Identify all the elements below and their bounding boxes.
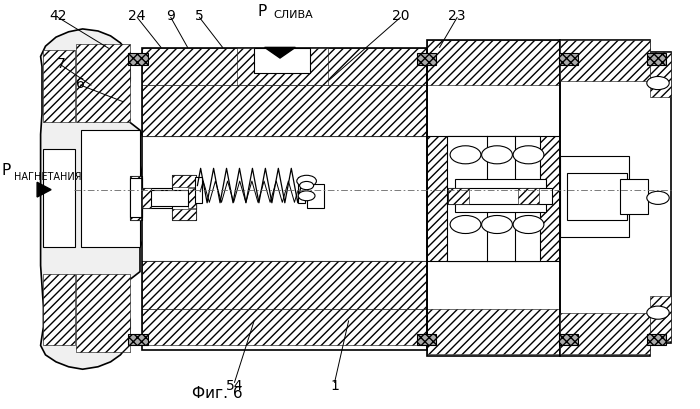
Text: 24: 24: [129, 9, 146, 22]
Text: Р: Р: [258, 4, 267, 19]
Text: Р: Р: [1, 163, 10, 178]
Text: 23: 23: [449, 9, 466, 22]
Polygon shape: [265, 48, 295, 59]
Bar: [448, 188, 552, 204]
Bar: [647, 54, 666, 65]
Bar: [620, 180, 648, 214]
Bar: [416, 54, 436, 65]
Circle shape: [482, 216, 512, 234]
Bar: [298, 177, 305, 203]
Bar: [518, 188, 539, 204]
Bar: [447, 137, 540, 262]
Circle shape: [513, 216, 544, 234]
Bar: [427, 41, 560, 356]
Bar: [128, 54, 148, 65]
Bar: [80, 131, 140, 247]
Circle shape: [298, 191, 315, 201]
Bar: [172, 176, 196, 221]
Text: 7: 7: [57, 56, 66, 70]
Circle shape: [297, 176, 316, 187]
Bar: [427, 137, 447, 262]
Polygon shape: [37, 183, 51, 198]
Bar: [427, 41, 560, 86]
Bar: [307, 184, 324, 209]
Bar: [128, 334, 148, 346]
Bar: [195, 177, 202, 203]
Bar: [172, 209, 196, 221]
Text: 9: 9: [167, 9, 175, 22]
Bar: [43, 149, 75, 247]
Bar: [188, 189, 196, 209]
Bar: [142, 262, 427, 309]
Bar: [150, 191, 188, 207]
Text: СЛИВА: СЛИВА: [273, 10, 313, 20]
Circle shape: [450, 146, 481, 164]
Text: 6: 6: [76, 76, 85, 90]
Circle shape: [647, 77, 669, 90]
Circle shape: [513, 146, 544, 164]
Circle shape: [300, 182, 314, 190]
Text: 1: 1: [330, 378, 339, 392]
Bar: [254, 49, 310, 74]
Bar: [43, 274, 75, 346]
Bar: [142, 49, 427, 350]
Bar: [76, 274, 130, 352]
Bar: [416, 334, 436, 346]
Bar: [540, 137, 560, 262]
Bar: [427, 309, 560, 354]
Bar: [130, 177, 142, 221]
Bar: [76, 45, 130, 123]
Bar: [142, 137, 427, 262]
Circle shape: [482, 146, 512, 164]
Circle shape: [647, 306, 669, 319]
Bar: [142, 309, 427, 346]
Text: 42: 42: [49, 9, 66, 22]
Bar: [237, 49, 328, 86]
Bar: [142, 189, 196, 209]
Bar: [142, 49, 427, 86]
Circle shape: [450, 216, 481, 234]
Bar: [455, 180, 546, 213]
Bar: [172, 176, 196, 187]
Polygon shape: [41, 30, 145, 369]
Bar: [560, 41, 650, 82]
Text: 20: 20: [392, 9, 409, 22]
Text: НАГНЕТАНИЯ: НАГНЕТАНИЯ: [14, 172, 81, 182]
Text: 5: 5: [195, 9, 204, 22]
Bar: [567, 173, 626, 221]
Bar: [650, 53, 671, 98]
Bar: [43, 51, 75, 123]
Bar: [560, 313, 650, 354]
Text: 54: 54: [225, 378, 244, 392]
Bar: [130, 179, 142, 218]
Bar: [559, 54, 578, 65]
Bar: [142, 86, 427, 137]
Text: Фиг. 6: Фиг. 6: [192, 385, 242, 400]
Bar: [130, 177, 142, 221]
Bar: [142, 189, 150, 209]
Circle shape: [647, 192, 669, 205]
Bar: [647, 334, 666, 346]
Bar: [559, 334, 578, 346]
Polygon shape: [560, 41, 671, 356]
Bar: [560, 157, 629, 237]
Bar: [448, 188, 469, 204]
Bar: [650, 297, 671, 342]
